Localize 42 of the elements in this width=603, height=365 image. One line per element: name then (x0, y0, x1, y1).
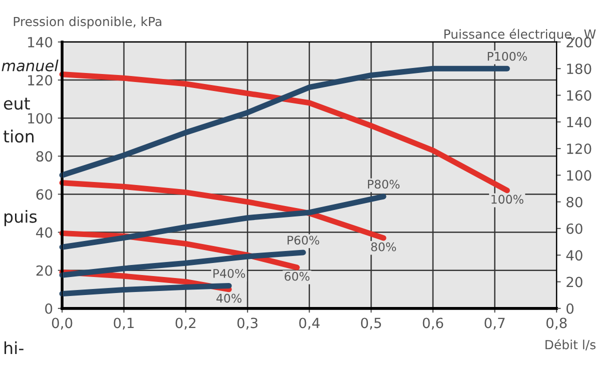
y2-tick-label: 40 (566, 250, 582, 261)
text: manuel (2, 60, 58, 72)
series-label: 80% (371, 242, 396, 252)
series-label: 40% (216, 294, 242, 303)
text: puis (4, 210, 37, 226)
y-tick-label: 0 (45, 303, 52, 314)
y-tick-label: 20 (36, 265, 52, 276)
text: eut (4, 98, 30, 110)
y2-tick-label: 180 (567, 64, 592, 74)
x-tick-label: 0,6 (422, 318, 444, 330)
x-tick-label: 0,4 (299, 318, 320, 330)
x-tick-label: 0,0 (52, 318, 72, 330)
x-tick-label: 0,2 (176, 318, 196, 330)
series-label: P40% (213, 269, 246, 278)
y2-tick-label: 100 (567, 170, 592, 181)
y-axis-title: Pression disponible, kPa (14, 16, 162, 29)
y2-tick-label: 140 (567, 116, 592, 128)
x-axis-title: Débit l/s (546, 339, 596, 350)
series-label: 100% (492, 194, 524, 204)
y2-tick-label: 160 (567, 90, 592, 101)
y2-tick-label: 20 (566, 276, 582, 288)
y-tick-label: 140 (28, 36, 52, 48)
text: tion (3, 130, 34, 143)
series-label: P100% (488, 52, 527, 61)
x-tick-label: 0,8 (546, 318, 567, 330)
y-tick-label: 80 (36, 151, 52, 162)
series-label: P60% (288, 236, 320, 245)
x-tick-label: 0,1 (114, 318, 134, 330)
y2-tick-label: 80 (566, 196, 582, 208)
y-tick-label: 40 (36, 227, 52, 238)
y2-tick-label: 120 (567, 144, 592, 154)
series-label: P80% (368, 180, 400, 189)
x-tick-label: 0,3 (237, 318, 258, 330)
x-tick-label: 0,7 (484, 318, 505, 330)
y-tick-label: 120 (28, 75, 52, 86)
text: hi- (4, 341, 24, 354)
y2-tick-label: 0 (566, 303, 574, 314)
series-label: 60% (284, 272, 310, 281)
y-tick-label: 60 (36, 189, 52, 200)
y2-tick-label: 60 (566, 223, 582, 234)
x-tick-label: 0,5 (361, 318, 381, 330)
y-tick-label: 100 (28, 113, 52, 124)
